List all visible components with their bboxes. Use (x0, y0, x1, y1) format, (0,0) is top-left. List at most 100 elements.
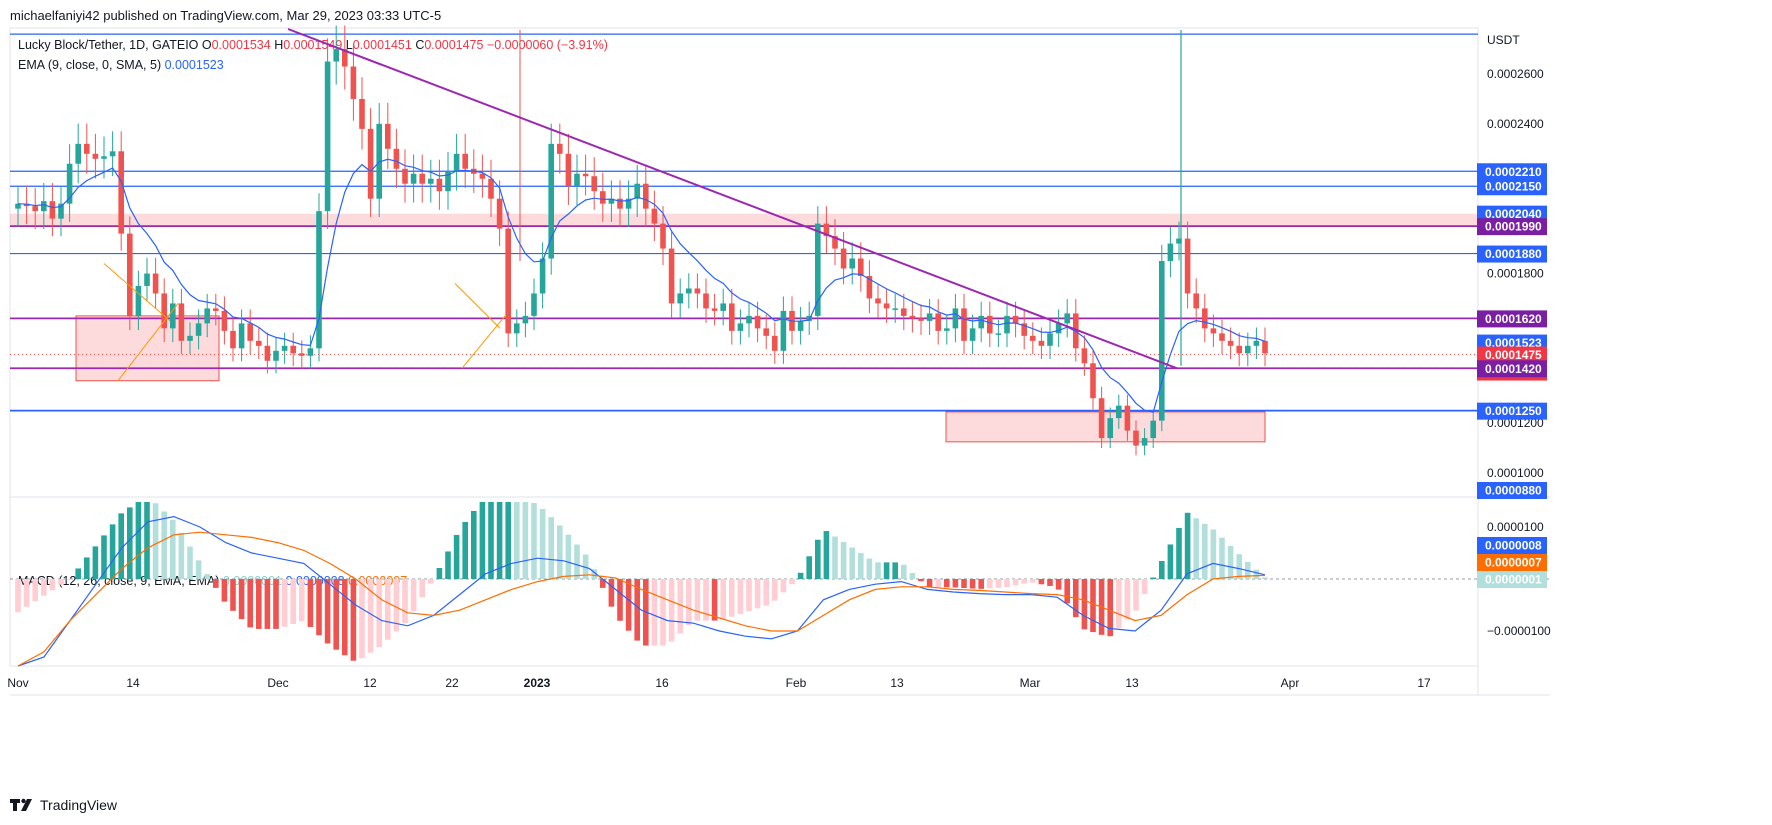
candle-body (213, 308, 219, 311)
macd-hist-bar (350, 579, 357, 661)
macd-hist-bar (479, 502, 486, 579)
macd-hist-bar (15, 579, 21, 613)
candle-body (901, 308, 907, 316)
macd-hist-bar (101, 535, 107, 579)
ema-label[interactable]: EMA (9, close, 0, SMA, 5) (18, 58, 162, 72)
macd-hist-bar (1141, 579, 1148, 595)
macd-hist-bar (1038, 579, 1045, 585)
macd-hist-bar (875, 562, 881, 579)
candle-body (548, 143, 554, 259)
macd-hist-bar (410, 579, 417, 612)
candle-body (1227, 340, 1234, 346)
candle-body (522, 315, 529, 324)
price-tag-label: 0.0001420 (1485, 362, 1542, 376)
candle-body (849, 258, 855, 269)
macd-hist-bar (711, 579, 718, 621)
candle-body (875, 298, 881, 304)
candle-body (221, 310, 228, 331)
candle-body (1116, 405, 1122, 419)
candle-body (505, 228, 511, 334)
candle-body (1107, 418, 1113, 439)
macd-hist-bar (539, 508, 546, 579)
macd-hist-bar (548, 517, 554, 579)
candle-body (531, 293, 537, 316)
candle-body (1030, 335, 1036, 341)
macd-tick-label: −0.0000100 (1487, 624, 1551, 638)
candle-body (58, 203, 64, 219)
macd-hist-bar (1012, 579, 1019, 586)
time-tick-label: 14 (126, 676, 140, 690)
macd-hist-bar (342, 579, 348, 656)
macd-hist-bar (178, 532, 185, 579)
macd-hist-bar (402, 579, 408, 624)
candle-body (1202, 308, 1208, 329)
price-tick-label: 0.0001800 (1487, 267, 1544, 281)
candle-body (419, 173, 425, 184)
candle-body (995, 333, 1002, 335)
macd-hist-bar (789, 579, 795, 585)
price-tag-bg (1477, 402, 1547, 420)
candle-body (1184, 238, 1191, 294)
guide-line-3 (454, 283, 501, 329)
macd-tag-bg (1477, 537, 1547, 554)
macd-hist-bar (445, 551, 451, 579)
macd-hist-bar (1081, 579, 1088, 630)
price-tag-bg (1477, 346, 1547, 364)
price-tick-label: 0.0001000 (1487, 466, 1544, 480)
candle-body (952, 308, 959, 329)
candle-body (780, 310, 787, 351)
candle-body (866, 275, 873, 299)
macd-hist-bar (823, 531, 830, 579)
macd-tag-label: 0.0000001 (1485, 573, 1542, 587)
candle-body (935, 313, 941, 331)
candle-body (1236, 345, 1242, 354)
ohlc-low: 0.0001451 (352, 38, 412, 52)
macd-hist-bar (815, 539, 821, 579)
macd-hist-bar (127, 507, 133, 579)
candle-body (187, 335, 193, 341)
macd-line (17, 515, 1266, 667)
macd-hist-bar (918, 579, 924, 582)
candle-body (987, 315, 993, 334)
macd-hist-bar (565, 534, 572, 579)
candle-body (462, 153, 468, 169)
candle-body (1124, 405, 1131, 431)
macd-hist-bar (651, 579, 658, 646)
time-tick-label: 12 (363, 676, 377, 690)
candle-body (591, 176, 597, 192)
candle-body (1167, 243, 1174, 262)
macd-hist-bar (987, 579, 993, 589)
candle-body (832, 236, 838, 249)
candle-body (316, 211, 322, 349)
macd-label[interactable]: MACD (12, 26, close, 9, EMA, EMA) (18, 574, 220, 588)
symbol-title[interactable]: Lucky Block/Tether, 1D, GATEIO (18, 38, 199, 52)
candle-body (763, 328, 769, 336)
candle-body (385, 123, 391, 149)
macd-hist-bar (531, 502, 537, 579)
candle-body (944, 328, 950, 331)
candle-body (806, 315, 812, 321)
candle-body (445, 171, 451, 192)
candle-body (75, 143, 81, 164)
candle-body (625, 198, 632, 209)
candle-body (1262, 340, 1268, 354)
time-tick-label: 2023 (524, 676, 551, 690)
price-tag-bg (1477, 218, 1547, 236)
guide-line-2 (103, 263, 171, 322)
macd-hist-bar (668, 579, 675, 642)
candle-body (324, 61, 331, 212)
candle-body (978, 315, 984, 329)
macd-hist-bar (797, 572, 804, 579)
candle-body (49, 201, 56, 219)
macd-hist-bar (75, 568, 81, 579)
publisher-line: michaelfaniyi42 published on TradingView… (10, 8, 442, 23)
time-tick-label: Dec (267, 676, 288, 690)
price-tick-label: 0.0002400 (1487, 117, 1544, 131)
candle-body (161, 293, 167, 329)
candle-body (350, 66, 357, 99)
candle-body (92, 153, 99, 159)
time-tick-label: Feb (786, 676, 807, 690)
macd-hist-bar (453, 534, 460, 579)
macd-hist-bar (1150, 577, 1156, 579)
